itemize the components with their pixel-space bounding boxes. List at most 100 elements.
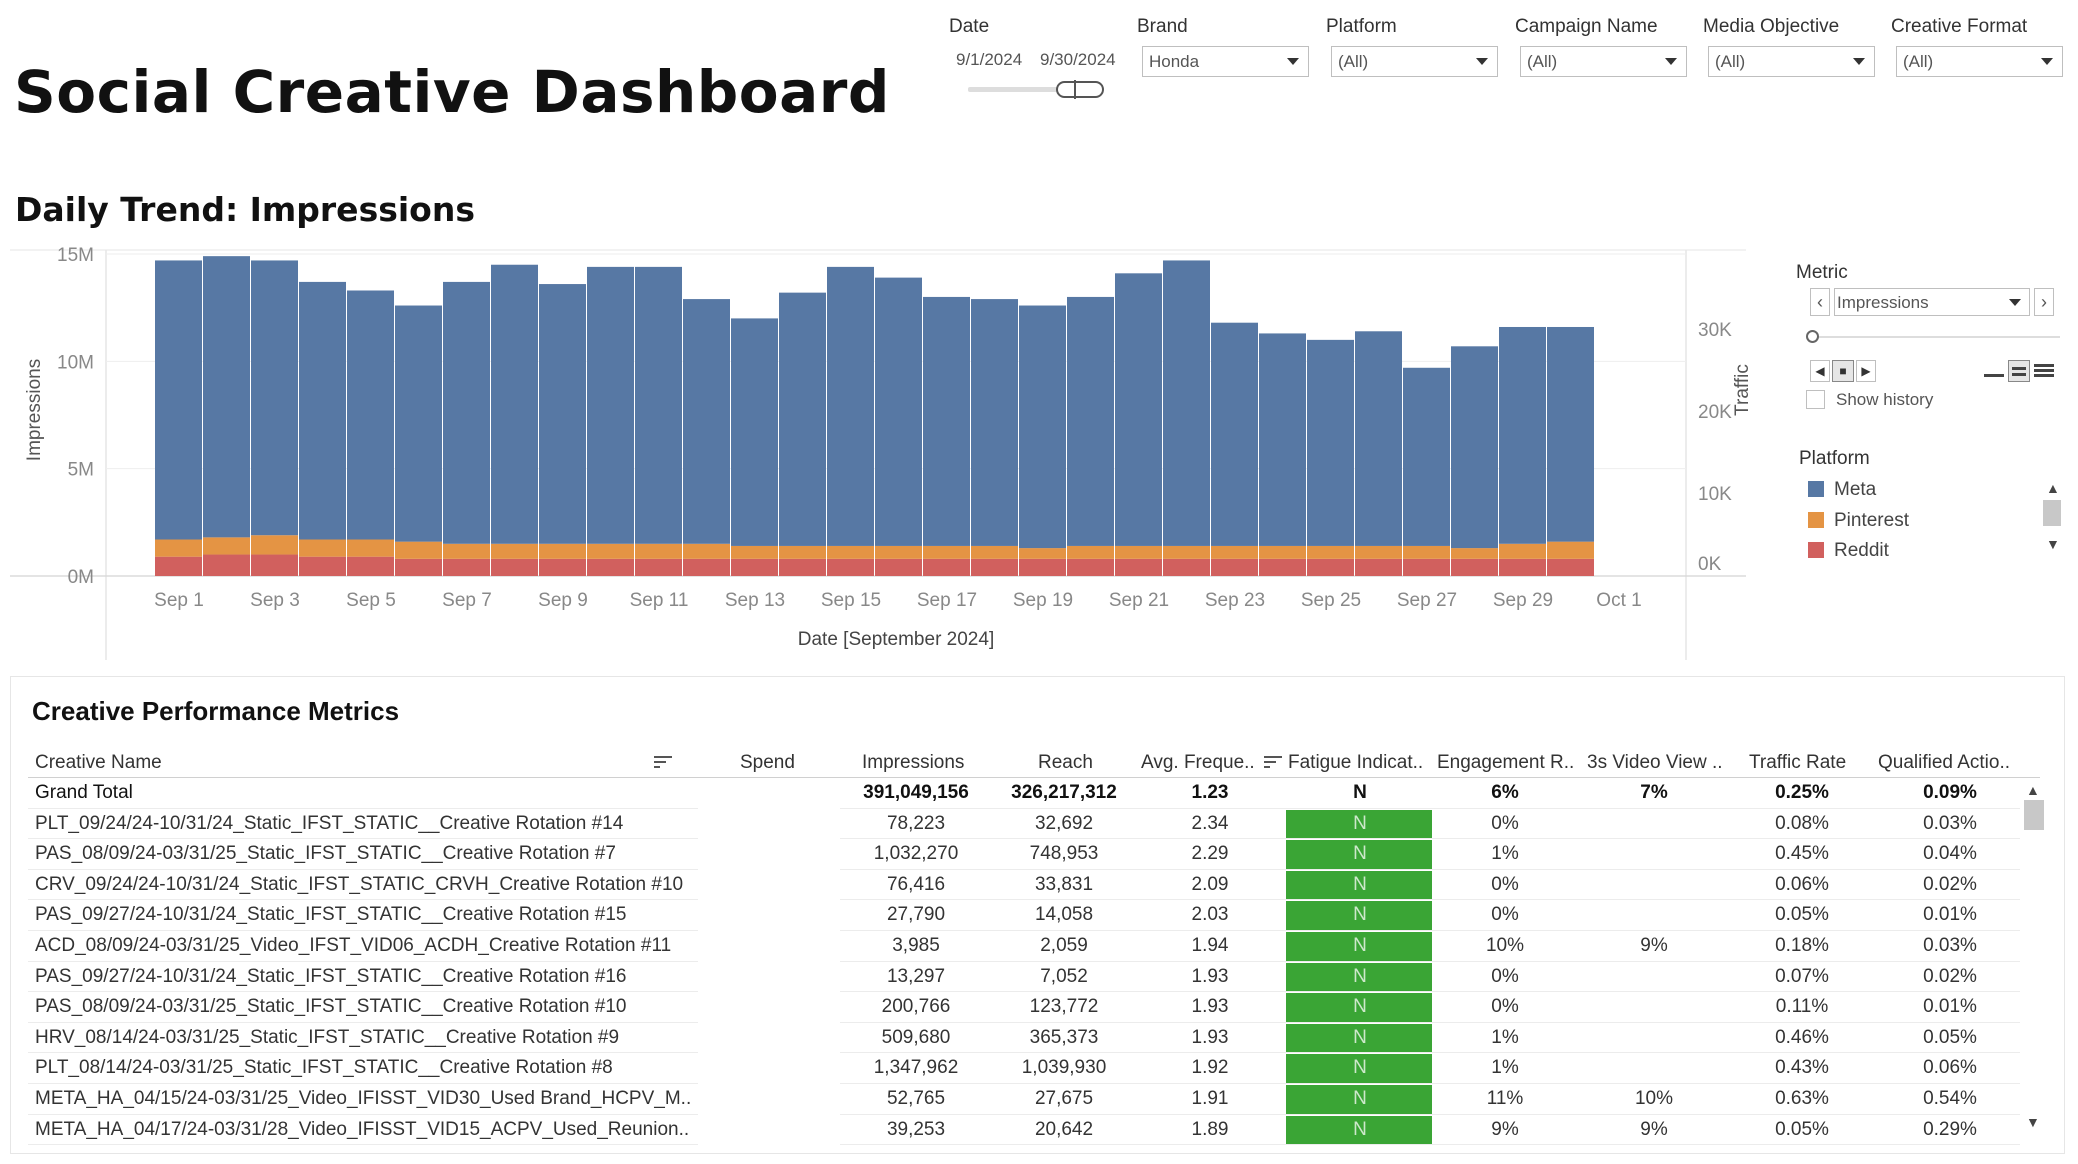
header-spend[interactable]: Spend xyxy=(740,752,795,773)
playback-slider-track[interactable] xyxy=(1810,336,2060,338)
date-slider-handle[interactable] xyxy=(1056,81,1104,98)
cell-fatigue: N xyxy=(1353,1026,1367,1048)
header-qualified-actions[interactable]: Qualified Actio.. xyxy=(1878,752,2011,773)
header-impressions[interactable]: Impressions xyxy=(862,752,965,773)
row-divider xyxy=(28,960,698,962)
legend-scrollbar-thumb[interactable] xyxy=(2043,500,2061,526)
cell-freq: 1.91 xyxy=(1191,1088,1229,1109)
show-history-label: Show history xyxy=(1836,390,1934,409)
table-row[interactable]: PAS_08/09/24-03/31/25_Static_IFST_STATIC… xyxy=(0,992,2078,1023)
table-row[interactable]: ACD_08/09/24-03/31/25_Video_IFST_VID06_A… xyxy=(0,931,2078,962)
bar-reddit xyxy=(203,554,250,576)
row-divider xyxy=(28,1021,698,1023)
metric-prev-button[interactable]: ‹ xyxy=(1810,288,1830,316)
x-tick-label: Sep 1 xyxy=(154,590,204,611)
bar-pinterest xyxy=(203,537,250,555)
row-divider xyxy=(840,991,2020,993)
table-scrollbar-thumb[interactable] xyxy=(2024,800,2044,830)
table-row[interactable]: META_HA_04/15/24-03/31/25_Video_IFISST_V… xyxy=(0,1084,2078,1115)
metric-next-button[interactable]: › xyxy=(2034,288,2054,316)
cell-qualified: 0.04% xyxy=(1923,843,1977,865)
platform-value: (All) xyxy=(1338,52,1369,71)
playback-slider-handle[interactable] xyxy=(1806,330,1819,343)
cell-name: PLT_09/24/24-10/31/24_Static_IFST_STATIC… xyxy=(35,812,624,834)
table-row[interactable]: META_HA_04/17/24-03/31/28_Video_IFISST_V… xyxy=(0,1115,2078,1146)
bar-reddit xyxy=(1451,558,1498,576)
table-row[interactable]: CRV_09/24/24-10/31/24_Static_IFST_STATIC… xyxy=(0,870,2078,901)
legend-item-meta[interactable]: Meta xyxy=(1834,479,1877,500)
show-history-checkbox[interactable] xyxy=(1806,390,1825,409)
cell-impressions: 200,766 xyxy=(881,996,951,1018)
header-engagement[interactable]: Engagement R.. xyxy=(1437,752,1575,773)
cell-impressions: 76,416 xyxy=(886,873,946,895)
bar-reddit xyxy=(1355,558,1402,576)
objective-filter-label: Media Objective xyxy=(1703,16,1840,37)
legend-item-pinterest[interactable]: Pinterest xyxy=(1834,510,1909,531)
grand-total-row[interactable]: Grand Total 391,049,156 326,217,312 1.23 N 6%… xyxy=(0,778,2078,809)
step-back-icon[interactable]: ◀ xyxy=(1810,360,1830,382)
bar-reddit xyxy=(347,556,394,576)
objective-dropdown[interactable]: (All) xyxy=(1708,46,1875,77)
date-slider-track[interactable] xyxy=(968,87,1100,92)
bar-pinterest xyxy=(491,543,538,559)
y-tick-label: 10M xyxy=(57,352,94,373)
platform-dropdown[interactable]: (All) xyxy=(1331,46,1498,77)
impressions-chart: 15M 10M 5M 0M 30K 20K 10K 0K Impressions Traffic D… xyxy=(10,245,1753,660)
cell-freq: 1.93 xyxy=(1191,965,1229,987)
bar-pinterest xyxy=(347,539,394,557)
speed-slow-icon[interactable] xyxy=(1984,362,2004,380)
bar-meta xyxy=(1403,367,1450,546)
fatigue-indicator-cell xyxy=(1286,932,1432,961)
cell-name: PAS_09/27/24-10/31/24_Static_IFST_STATIC… xyxy=(35,965,627,987)
row-divider xyxy=(28,838,698,840)
page-title: Social Creative Dashboard xyxy=(14,58,890,126)
cell-reach: 326,217,312 xyxy=(1011,782,1117,803)
metrics-table-container xyxy=(10,676,2065,1154)
table-row[interactable]: PAS_09/27/24-10/31/24_Static_IFST_STATIC… xyxy=(0,962,2078,993)
fatigue-indicator-cell xyxy=(1286,993,1432,1022)
cell-freq: 1.92 xyxy=(1191,1057,1229,1079)
header-video-view[interactable]: 3s Video View .. xyxy=(1587,752,1723,773)
cell-name: HRV_08/14/24-03/31/25_Static_IFST_STATIC… xyxy=(35,1026,620,1048)
row-divider xyxy=(840,1082,2020,1084)
header-traffic-rate[interactable]: Traffic Rate xyxy=(1749,752,1847,773)
legend-scroll-down-icon[interactable]: ▼ xyxy=(2046,536,2060,552)
table-row[interactable]: PAS_08/09/24-03/31/25_Static_IFST_STATIC… xyxy=(0,839,2078,870)
bar-pinterest xyxy=(1499,543,1546,559)
bar-meta xyxy=(1163,260,1210,546)
speed-fast-icon[interactable] xyxy=(2034,362,2054,380)
stop-icon[interactable]: ■ xyxy=(1832,360,1854,382)
sort-icon[interactable] xyxy=(654,756,672,770)
speed-medium-icon[interactable] xyxy=(2008,360,2030,382)
legend-scroll-up-icon[interactable]: ▲ xyxy=(2046,480,2060,496)
header-reach[interactable]: Reach xyxy=(1038,752,1093,773)
header-fatigue[interactable]: Fatigue Indicat.. xyxy=(1288,752,1424,773)
fatigue-indicator-cell xyxy=(1286,1085,1432,1114)
play-icon[interactable]: ▶ xyxy=(1856,360,1876,382)
table-row[interactable]: HRV_08/14/24-03/31/25_Static_IFST_STATIC… xyxy=(0,1023,2078,1054)
table-row[interactable]: PAS_09/27/24-10/31/24_Static_IFST_STATIC… xyxy=(0,900,2078,931)
brand-dropdown[interactable]: Honda xyxy=(1142,46,1309,77)
format-dropdown[interactable]: (All) xyxy=(1896,46,2063,77)
table-scroll-down-icon[interactable]: ▼ xyxy=(2026,1114,2040,1130)
table-scroll-up-icon[interactable]: ▲ xyxy=(2026,782,2040,798)
campaign-dropdown[interactable]: (All) xyxy=(1520,46,1687,77)
cell-engagement: 0% xyxy=(1491,996,1519,1018)
objective-value: (All) xyxy=(1715,52,1746,71)
metric-dropdown[interactable]: Impressions xyxy=(1834,288,2030,316)
header-avg-frequency[interactable]: Avg. Freque.. xyxy=(1141,752,1255,773)
cell-reach: 123,772 xyxy=(1029,996,1099,1018)
bar-reddit xyxy=(155,556,202,576)
legend-item-reddit[interactable]: Reddit xyxy=(1834,540,1889,561)
platform-filter-label: Platform xyxy=(1326,16,1397,37)
cell-video: 9% xyxy=(1640,1118,1668,1140)
format-value: (All) xyxy=(1903,52,1934,71)
header-creative-name[interactable]: Creative Name xyxy=(35,752,162,773)
cell-freq: 1.94 xyxy=(1191,935,1229,956)
cell-engagement: 0% xyxy=(1491,904,1519,926)
cell-qualified: 0.29% xyxy=(1923,1118,1977,1140)
table-row[interactable]: PLT_09/24/24-10/31/24_Static_IFST_STATIC… xyxy=(0,809,2078,840)
table-row[interactable]: PLT_08/14/24-03/31/25_Static_IFST_STATIC… xyxy=(0,1053,2078,1084)
sort-icon[interactable] xyxy=(1264,756,1282,770)
bar-reddit xyxy=(1499,558,1546,576)
